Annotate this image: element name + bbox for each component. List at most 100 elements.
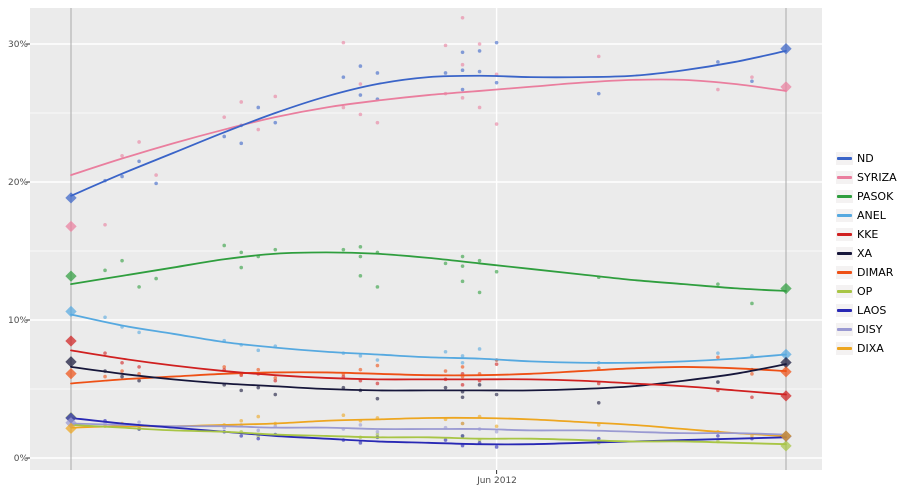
poll-point-xa bbox=[120, 374, 124, 379]
poll-point-pasok bbox=[103, 268, 107, 273]
poll-point-nd bbox=[716, 60, 720, 64]
chart-legend: ND SYRIZA PASOK ANEL KKE XA DIMAR OP LAOS DISY DIX… bbox=[836, 149, 900, 358]
poll-point-xa bbox=[137, 378, 141, 383]
legend-label-anel: ANEL bbox=[857, 209, 886, 222]
poll-point-xa bbox=[596, 401, 601, 405]
legend-label-laos: LAOS bbox=[857, 304, 887, 317]
poll-point-syriza bbox=[477, 42, 482, 46]
legend-key-icon bbox=[836, 152, 853, 165]
poll-point-kke bbox=[750, 395, 754, 400]
poll-point-kke bbox=[341, 374, 346, 379]
y-tick-10: 10% bbox=[8, 316, 28, 326]
result-jun-anel bbox=[780, 348, 792, 361]
legend-item-dixa: DIXA bbox=[836, 339, 900, 358]
poll-point-syriza bbox=[120, 153, 124, 158]
trend-line-syriza bbox=[70, 78, 787, 176]
y-tick-0: 0% bbox=[14, 454, 29, 464]
legend-key-icon bbox=[836, 304, 853, 317]
poll-point-disy bbox=[137, 420, 141, 424]
poll-point-pasok bbox=[358, 254, 363, 259]
legend-item-pasok: PASOK bbox=[836, 187, 900, 206]
poll-point-syriza bbox=[103, 222, 107, 227]
y-tick-20: 20% bbox=[8, 178, 28, 188]
poll-point-laos bbox=[494, 445, 499, 449]
trend-line-xa bbox=[70, 363, 787, 392]
trend-line-op bbox=[70, 423, 787, 446]
legend-swatch-syriza bbox=[837, 176, 852, 179]
poll-point-syriza bbox=[154, 173, 158, 177]
poll-point-dimar bbox=[137, 372, 141, 376]
poll-point-dimar bbox=[222, 365, 227, 369]
poll-point-dimar bbox=[103, 374, 107, 379]
poll-point-kke bbox=[120, 360, 124, 365]
poll-point-pasok bbox=[750, 301, 754, 306]
poll-point-anel bbox=[375, 358, 380, 362]
poll-point-kke bbox=[137, 365, 141, 369]
legend-swatch-laos bbox=[837, 309, 852, 312]
legend-label-nd: ND bbox=[857, 152, 874, 165]
poll-point-dixa bbox=[239, 418, 244, 423]
poll-point-nd bbox=[375, 71, 380, 75]
poll-point-nd bbox=[750, 79, 754, 84]
legend-item-xa: XA bbox=[836, 244, 900, 263]
poll-point-syriza bbox=[341, 105, 346, 110]
poll-point-pasok bbox=[716, 282, 720, 286]
legend-label-dixa: DIXA bbox=[857, 342, 884, 355]
poll-point-pasok bbox=[273, 247, 278, 252]
poll-point-syriza bbox=[477, 105, 482, 110]
poll-point-kke bbox=[103, 351, 107, 355]
legend-swatch-anel bbox=[837, 214, 852, 217]
poll-point-kke bbox=[460, 383, 465, 387]
legend-key-icon bbox=[836, 247, 853, 260]
legend-item-syriza: SYRIZA bbox=[836, 168, 900, 187]
legend-key-icon bbox=[836, 228, 853, 241]
poll-point-xa bbox=[375, 396, 380, 401]
poll-point-pasok bbox=[494, 269, 499, 274]
x-tick-jun-2012: Jun 2012 bbox=[476, 476, 517, 486]
poll-point-dixa bbox=[494, 424, 499, 429]
trend-line-kke bbox=[70, 349, 787, 396]
poll-point-disy bbox=[375, 429, 380, 434]
trend-line-dimar bbox=[70, 366, 787, 385]
legend-label-pasok: PASOK bbox=[857, 190, 894, 203]
poll-point-pasok bbox=[239, 265, 244, 270]
poll-point-dimar bbox=[375, 363, 380, 368]
result-jun-pasok bbox=[780, 282, 792, 295]
legend-label-kke: KKE bbox=[857, 228, 879, 241]
legend-swatch-kke bbox=[837, 233, 852, 236]
poll-point-dimar bbox=[120, 369, 124, 373]
poll-point-xa bbox=[494, 392, 499, 397]
poll-point-syriza bbox=[222, 115, 227, 119]
poll-point-pasok bbox=[460, 264, 465, 268]
poll-point-nd bbox=[154, 181, 158, 186]
poll-point-anel bbox=[460, 360, 465, 365]
poll-point-pasok bbox=[120, 258, 124, 263]
y-tick-30: 30% bbox=[8, 40, 28, 50]
poll-point-dimar bbox=[443, 369, 448, 373]
result-jun-dixa bbox=[780, 430, 792, 442]
poll-point-dixa bbox=[256, 414, 261, 419]
poll-point-syriza bbox=[239, 100, 244, 104]
legend-key-icon bbox=[836, 285, 853, 298]
poll-point-syriza bbox=[358, 112, 363, 117]
poll-point-nd bbox=[443, 71, 448, 75]
trend-line-pasok bbox=[70, 251, 787, 292]
poll-point-nd bbox=[256, 105, 261, 110]
poll-point-anel bbox=[103, 315, 107, 320]
poll-point-nd bbox=[358, 64, 363, 68]
poll-point-dimar bbox=[750, 372, 754, 376]
trend-line-disy bbox=[70, 422, 787, 436]
poll-point-nd bbox=[358, 93, 363, 97]
poll-point-pasok bbox=[358, 245, 363, 249]
poll-point-dimar bbox=[358, 367, 363, 372]
poll-point-syriza bbox=[750, 75, 754, 79]
poll-point-dimar bbox=[460, 365, 465, 369]
poll-point-syriza bbox=[494, 122, 499, 126]
poll-point-pasok bbox=[375, 285, 380, 289]
poll-point-nd bbox=[137, 159, 141, 164]
poll-point-xa bbox=[443, 385, 448, 390]
poll-point-pasok bbox=[460, 279, 465, 284]
legend-item-dimar: DIMAR bbox=[836, 263, 900, 282]
poll-point-nd bbox=[120, 174, 124, 179]
